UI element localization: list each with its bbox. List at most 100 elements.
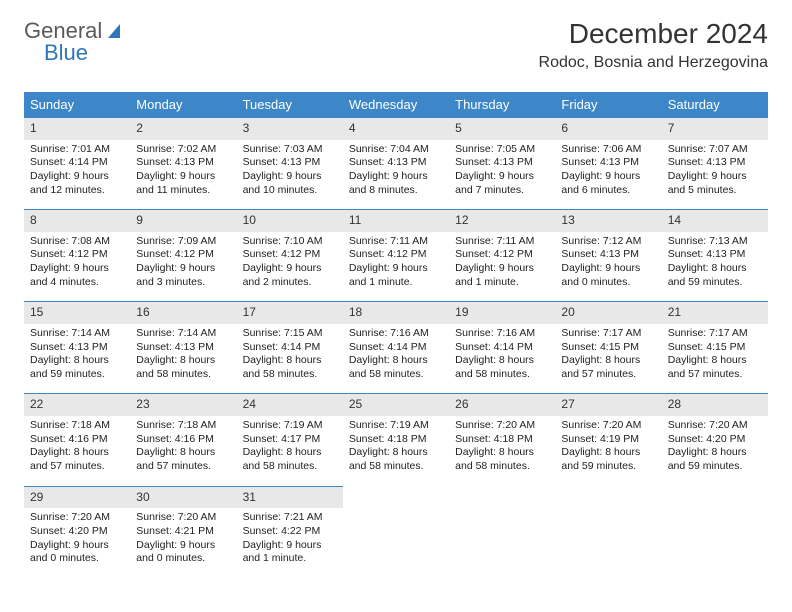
cell-body: Sunrise: 7:20 AMSunset: 4:20 PMDaylight:… [662,416,768,478]
cell-body: Sunrise: 7:03 AMSunset: 4:13 PMDaylight:… [237,140,343,202]
cell-body: Sunrise: 7:06 AMSunset: 4:13 PMDaylight:… [555,140,661,202]
cell-body: Sunrise: 7:12 AMSunset: 4:13 PMDaylight:… [555,232,661,294]
calendar-cell: 7Sunrise: 7:07 AMSunset: 4:13 PMDaylight… [662,117,768,201]
day-number: 6 [555,117,661,140]
daylight-text-2: and 1 minute. [243,552,337,566]
cell-body: Sunrise: 7:18 AMSunset: 4:16 PMDaylight:… [24,416,130,478]
daylight-text-1: Daylight: 9 hours [561,170,655,184]
sunset-text: Sunset: 4:18 PM [349,433,443,447]
daylight-text-2: and 59 minutes. [30,368,124,382]
calendar-cell: 26 Sunrise: 7:20 AMSunset: 4:18 PMDayligh… [449,393,555,477]
day-number: 4 [343,117,449,140]
day-header: Saturday [662,92,768,117]
day-headers-row: SundayMondayTuesdayWednesdayThursdayFrid… [24,92,768,117]
cell-body: Sunrise: 7:11 AMSunset: 4:12 PMDaylight:… [343,232,449,294]
day-number: 20 [555,301,661,324]
calendar-cell: 3Sunrise: 7:03 AMSunset: 4:13 PMDaylight… [237,117,343,201]
calendar-cell: . [343,486,449,570]
sunrise-text: Sunrise: 7:16 AM [349,327,443,341]
daylight-text-2: and 57 minutes. [30,460,124,474]
cell-body: Sunrise: 7:02 AMSunset: 4:13 PMDaylight:… [130,140,236,202]
week-row: 8Sunrise: 7:08 AMSunset: 4:12 PMDaylight… [24,209,768,293]
sunrise-text: Sunrise: 7:14 AM [136,327,230,341]
daylight-text-2: and 1 minute. [455,276,549,290]
daylight-text-1: Daylight: 8 hours [136,354,230,368]
cell-body: Sunrise: 7:20 AMSunset: 4:20 PMDaylight:… [24,508,130,570]
daylight-text-1: Daylight: 9 hours [349,170,443,184]
calendar-cell: 25Sunrise: 7:19 AMSunset: 4:18 PMDayligh… [343,393,449,477]
calendar-cell: 12Sunrise: 7:11 AMSunset: 4:12 PMDayligh… [449,209,555,293]
day-number: 31 [237,486,343,509]
day-number: 26 [449,393,555,416]
daylight-text-1: Daylight: 9 hours [349,262,443,276]
daylight-text-1: Daylight: 8 hours [349,446,443,460]
cell-body: Sunrise: 7:14 AMSunset: 4:13 PMDaylight:… [24,324,130,386]
calendar-cell: 14Sunrise: 7:13 AMSunset: 4:13 PMDayligh… [662,209,768,293]
sunset-text: Sunset: 4:12 PM [30,248,124,262]
daylight-text-1: Daylight: 9 hours [561,262,655,276]
sunrise-text: Sunrise: 7:20 AM [455,419,549,433]
daylight-text-1: Daylight: 9 hours [668,170,762,184]
calendar-cell: 16Sunrise: 7:14 AMSunset: 4:13 PMDayligh… [130,301,236,385]
calendar-cell: 22Sunrise: 7:18 AMSunset: 4:16 PMDayligh… [24,393,130,477]
sunset-text: Sunset: 4:13 PM [455,156,549,170]
sunset-text: Sunset: 4:15 PM [668,341,762,355]
cell-body: Sunrise: 7:17 AMSunset: 4:15 PMDaylight:… [662,324,768,386]
cell-body: Sunrise: 7:17 AMSunset: 4:15 PMDaylight:… [555,324,661,386]
sunrise-text: Sunrise: 7:06 AM [561,143,655,157]
daylight-text-2: and 58 minutes. [455,368,549,382]
daylight-text-2: and 58 minutes. [243,368,337,382]
daylight-text-2: and 5 minutes. [668,184,762,198]
daylight-text-1: Daylight: 8 hours [455,446,549,460]
calendar-cell: 17Sunrise: 7:15 AMSunset: 4:14 PMDayligh… [237,301,343,385]
title-block: December 2024 Rodoc, Bosnia and Herzegov… [539,18,768,72]
daylight-text-1: Daylight: 8 hours [30,446,124,460]
day-number: 21 [662,301,768,324]
daylight-text-2: and 58 minutes. [349,368,443,382]
sunset-text: Sunset: 4:13 PM [349,156,443,170]
sunrise-text: Sunrise: 7:05 AM [455,143,549,157]
day-number: 30 [130,486,236,509]
calendar-cell: 23Sunrise: 7:18 AMSunset: 4:16 PMDayligh… [130,393,236,477]
sunset-text: Sunset: 4:13 PM [668,156,762,170]
sunset-text: Sunset: 4:13 PM [243,156,337,170]
cell-body: Sunrise: 7:01 AMSunset: 4:14 PMDaylight:… [24,140,130,202]
sunset-text: Sunset: 4:14 PM [243,341,337,355]
daylight-text-2: and 6 minutes. [561,184,655,198]
daylight-text-2: and 58 minutes. [136,368,230,382]
cell-body: Sunrise: 7:20 AMSunset: 4:19 PMDaylight:… [555,416,661,478]
day-number: 10 [237,209,343,232]
day-number: 12 [449,209,555,232]
daylight-text-1: Daylight: 9 hours [30,170,124,184]
calendar-cell: 2Sunrise: 7:02 AMSunset: 4:13 PMDaylight… [130,117,236,201]
daylight-text-1: Daylight: 9 hours [136,539,230,553]
logo-text-2: Blue [44,40,88,66]
calendar-cell: 29Sunrise: 7:20 AMSunset: 4:20 PMDayligh… [24,486,130,570]
daylight-text-1: Daylight: 8 hours [561,446,655,460]
sunset-text: Sunset: 4:21 PM [136,525,230,539]
sunrise-text: Sunrise: 7:11 AM [349,235,443,249]
daylight-text-2: and 12 minutes. [30,184,124,198]
day-number: 3 [237,117,343,140]
day-number: 23 [130,393,236,416]
daylight-text-1: Daylight: 8 hours [455,354,549,368]
calendar-cell: 13Sunrise: 7:12 AMSunset: 4:13 PMDayligh… [555,209,661,293]
week-row: 15Sunrise: 7:14 AMSunset: 4:13 PMDayligh… [24,301,768,385]
sunrise-text: Sunrise: 7:09 AM [136,235,230,249]
sunset-text: Sunset: 4:18 PM [455,433,549,447]
calendar-cell: 20Sunrise: 7:17 AMSunset: 4:15 PMDayligh… [555,301,661,385]
sunset-text: Sunset: 4:19 PM [561,433,655,447]
sunrise-text: Sunrise: 7:12 AM [561,235,655,249]
week-row: 1Sunrise: 7:01 AMSunset: 4:14 PMDaylight… [24,117,768,201]
cell-body: Sunrise: 7:08 AMSunset: 4:12 PMDaylight:… [24,232,130,294]
calendar-cell: 21Sunrise: 7:17 AMSunset: 4:15 PMDayligh… [662,301,768,385]
day-number: 15 [24,301,130,324]
sunset-text: Sunset: 4:17 PM [243,433,337,447]
sunrise-text: Sunrise: 7:13 AM [668,235,762,249]
calendar-cell: 10Sunrise: 7:10 AMSunset: 4:12 PMDayligh… [237,209,343,293]
daylight-text-2: and 4 minutes. [30,276,124,290]
day-header: Friday [555,92,661,117]
calendar-cell: 28Sunrise: 7:20 AMSunset: 4:20 PMDayligh… [662,393,768,477]
week-row: 29Sunrise: 7:20 AMSunset: 4:20 PMDayligh… [24,486,768,570]
daylight-text-2: and 8 minutes. [349,184,443,198]
